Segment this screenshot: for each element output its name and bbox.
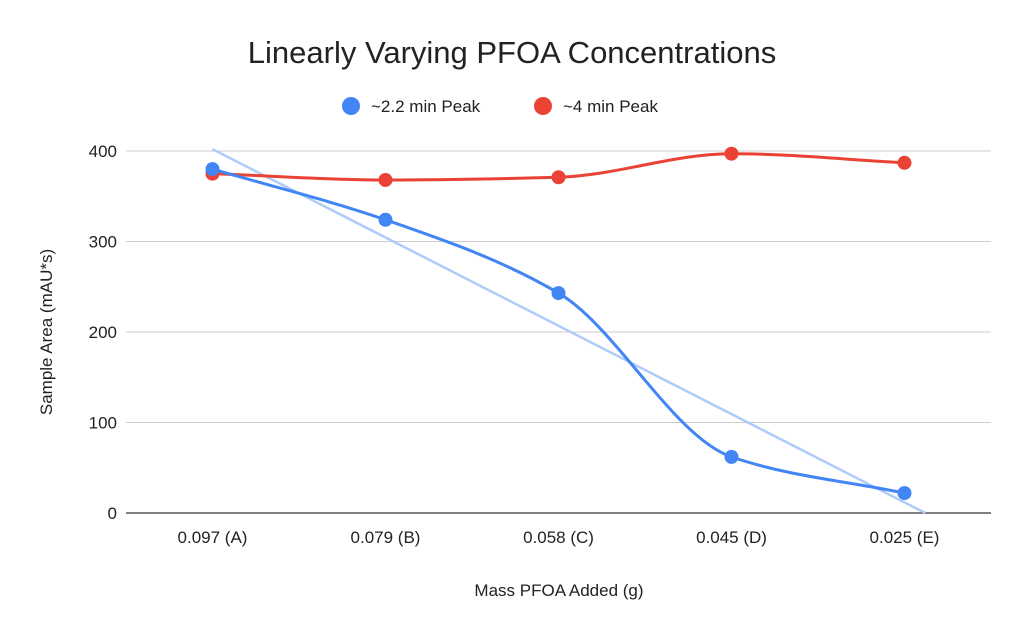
y-axis-label: Sample Area (mAU*s) [37,249,56,415]
y-tick-label: 400 [89,142,117,161]
series-1-point [205,162,220,177]
series-1-line [212,167,905,495]
series-1-point [551,286,566,301]
y-axis-ticks: 0 100 200 300 400 [89,142,117,523]
legend: ~2.2 min Peak ~4 min Peak [342,97,658,116]
chart-title: Linearly Varying PFOA Concentrations [248,35,776,70]
y-tick-label: 100 [89,414,117,433]
series-2-point [378,172,393,187]
series-layer [205,146,912,501]
legend-marker-series-1 [342,97,360,115]
x-tick-label: 0.058 (C) [523,528,594,547]
series-1-point [724,449,739,464]
series-2-point [724,146,739,161]
trendline [211,148,926,515]
y-tick-label: 0 [108,504,117,523]
legend-label-series-2: ~4 min Peak [563,97,658,116]
legend-label-series-1: ~2.2 min Peak [371,97,481,116]
trendline-line [211,148,926,515]
legend-marker-series-2 [534,97,552,115]
series-2-point [897,155,912,170]
gridlines [126,150,991,423]
x-tick-label: 0.097 (A) [178,528,248,547]
series-2-point [551,170,566,185]
x-axis-ticks: 0.097 (A) 0.079 (B) 0.058 (C) 0.045 (D) 0.02… [178,528,940,547]
x-tick-label: 0.079 (B) [351,528,421,547]
series-1-point [378,212,393,227]
x-tick-label: 0.025 (E) [870,528,940,547]
series-1-point [897,486,912,501]
x-axis-label: Mass PFOA Added (g) [474,581,643,600]
y-tick-label: 300 [89,233,117,252]
y-tick-label: 200 [89,323,117,342]
x-tick-label: 0.045 (D) [696,528,767,547]
